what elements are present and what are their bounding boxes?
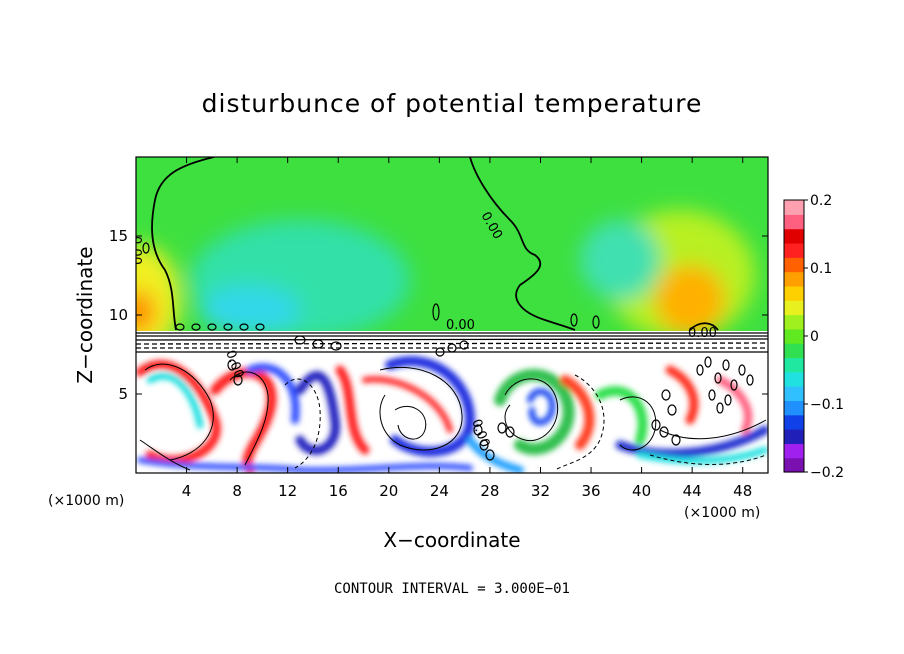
x-unit-right: (×1000 m) bbox=[684, 505, 760, 521]
contour-label: 0.00 bbox=[688, 326, 717, 341]
x-tick-label: 20 bbox=[379, 482, 398, 500]
x-tick-label: 4 bbox=[182, 482, 192, 500]
eddy-band-g bbox=[385, 356, 476, 457]
colorbar-swatch bbox=[784, 457, 804, 473]
colorbar-swatch bbox=[784, 371, 804, 387]
eddy-band-d bbox=[246, 363, 300, 424]
lower-contours bbox=[139, 363, 767, 471]
colorbar-swatch bbox=[784, 429, 804, 444]
colorbar-swatch bbox=[784, 300, 804, 316]
eddy-band-i bbox=[494, 368, 575, 455]
eddy-band-b bbox=[146, 372, 204, 429]
contour-label: 0.00 bbox=[446, 318, 475, 333]
x-tick-label: 44 bbox=[683, 482, 702, 500]
warm-anomaly-right-core bbox=[655, 265, 725, 335]
colorbar-swatch bbox=[784, 328, 804, 344]
zero-contour-center bbox=[469, 157, 576, 331]
x-unit-left: (×1000 m) bbox=[48, 493, 124, 509]
eddy-band-r bbox=[466, 436, 524, 473]
x-tick-label: 36 bbox=[581, 482, 600, 500]
x-tick-label: 24 bbox=[430, 482, 449, 500]
colorbar-tick-label: −0.1 bbox=[810, 397, 844, 413]
colorbar-swatch bbox=[784, 271, 804, 287]
cool-anomaly-core bbox=[200, 285, 300, 335]
colorbar-tick-label: 0.2 bbox=[810, 193, 832, 209]
x-axis: 4 8 12 16 20 24 28 32 36 40 44 48 bbox=[182, 157, 752, 500]
y-tick-label: 10 bbox=[109, 306, 128, 324]
colorbar-swatch bbox=[784, 357, 804, 373]
colorbar-swatch bbox=[784, 242, 804, 258]
cool-anomaly-right bbox=[580, 220, 660, 300]
colorbar-tick-label: −0.2 bbox=[810, 465, 844, 481]
zero-contour-left bbox=[151, 157, 215, 331]
eddy-band-n bbox=[636, 446, 768, 465]
colorbar-swatch bbox=[784, 443, 804, 459]
colorbar-swatch bbox=[784, 314, 804, 330]
colorbar-tick-label: 0 bbox=[810, 329, 819, 345]
colorbar-swatch bbox=[784, 414, 804, 430]
colorbar-swatch bbox=[784, 386, 804, 402]
small-loop-contours bbox=[142, 242, 754, 461]
x-tick-label: 12 bbox=[278, 482, 297, 500]
y-tick-label: 5 bbox=[118, 385, 128, 403]
colorbar-swatch bbox=[784, 400, 804, 416]
eddy-band-f bbox=[335, 365, 370, 455]
eddy-band-j bbox=[527, 388, 556, 426]
contour-label: 0.00 bbox=[128, 236, 143, 265]
contour-interval-note: CONTOUR INTERVAL = 3.000E−01 bbox=[334, 581, 570, 597]
warm-anomaly-left-core bbox=[136, 290, 156, 334]
x-tick-label: 8 bbox=[232, 482, 242, 500]
colorbar-swatch bbox=[784, 200, 804, 215]
colorbar-tick-label: 0.1 bbox=[810, 261, 832, 277]
colorbar: 0.2 0.1 0 −0.1 −0.2 bbox=[784, 193, 844, 481]
x-tick-label: 32 bbox=[531, 482, 550, 500]
y-tick-label: 15 bbox=[109, 227, 128, 245]
chart-title: disturbunce of potential temperature bbox=[202, 89, 703, 118]
x-tick-label: 48 bbox=[733, 482, 752, 500]
colorbar-swatch bbox=[784, 214, 804, 230]
eddy-band-o bbox=[665, 365, 699, 425]
x-tick-label: 16 bbox=[329, 482, 348, 500]
eddy-band-p bbox=[716, 376, 753, 434]
eddy-band-a bbox=[136, 360, 221, 465]
y-axis: 5 10 15 bbox=[109, 227, 768, 403]
zero-contours bbox=[151, 157, 719, 331]
x-tick-label: 28 bbox=[480, 482, 499, 500]
x-tick-label: 40 bbox=[632, 482, 651, 500]
eddy-band-h bbox=[362, 376, 453, 433]
eddy-band-k bbox=[560, 375, 595, 450]
colorbar-swatch bbox=[784, 228, 804, 244]
eddy-band-e bbox=[295, 371, 340, 455]
zero-contour-right-spur bbox=[689, 322, 719, 331]
colorbar-frame bbox=[783, 199, 805, 473]
eddy-band-m bbox=[615, 425, 768, 458]
eddy-band-q bbox=[137, 457, 473, 473]
heatmap-field: 0.00 0.00 0.00 0.00 0.00 0.00 bbox=[128, 157, 768, 473]
colorbar-swatch bbox=[784, 343, 804, 359]
eddy-band-l bbox=[595, 386, 648, 445]
x-axis-label: X−coordinate bbox=[383, 528, 520, 552]
colorbar-swatch bbox=[784, 285, 804, 301]
colorbar-swatch bbox=[784, 257, 804, 273]
y-axis-label: Z−coordinate bbox=[73, 246, 97, 383]
